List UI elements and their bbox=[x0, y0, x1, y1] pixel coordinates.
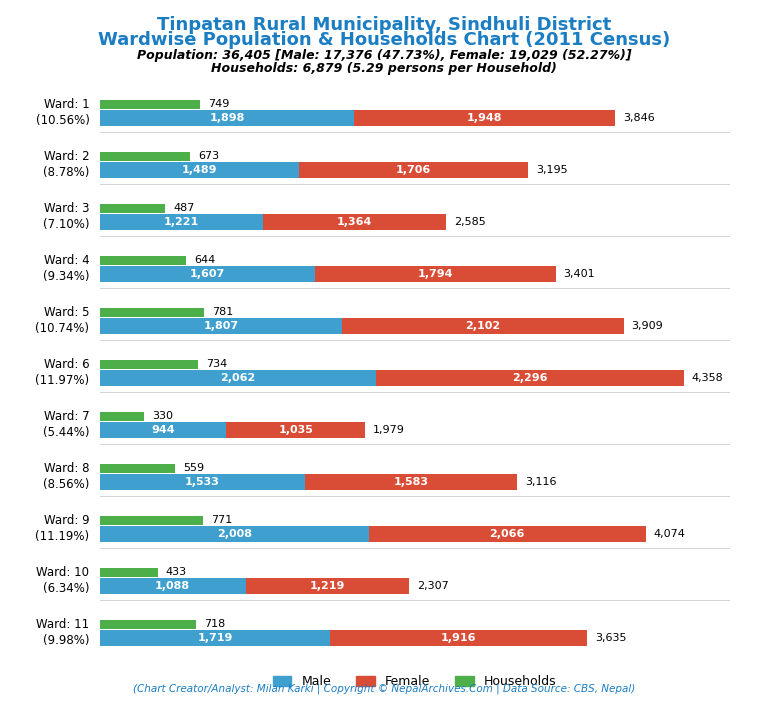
Text: 1,088: 1,088 bbox=[155, 581, 190, 591]
Text: 4,074: 4,074 bbox=[654, 529, 686, 539]
Text: 1,898: 1,898 bbox=[210, 113, 245, 123]
Bar bbox=[100, 515, 204, 525]
Text: 1,794: 1,794 bbox=[418, 269, 453, 279]
Text: 1,489: 1,489 bbox=[182, 165, 217, 175]
Text: 771: 771 bbox=[211, 515, 233, 525]
Bar bbox=[100, 152, 190, 161]
Bar bbox=[369, 526, 646, 542]
Text: Households: 6,879 (5.29 persons per Household): Households: 6,879 (5.29 persons per Hous… bbox=[211, 62, 557, 75]
Text: 330: 330 bbox=[152, 411, 173, 421]
Text: 734: 734 bbox=[207, 359, 227, 369]
Text: 1,979: 1,979 bbox=[373, 425, 405, 435]
Bar bbox=[100, 464, 175, 473]
Bar bbox=[305, 474, 518, 490]
Text: 1,583: 1,583 bbox=[394, 477, 429, 487]
Bar bbox=[100, 567, 158, 577]
Text: 1,219: 1,219 bbox=[310, 581, 345, 591]
Text: 1,719: 1,719 bbox=[197, 633, 233, 643]
Text: 1,607: 1,607 bbox=[190, 269, 225, 279]
Bar bbox=[100, 162, 300, 178]
Text: 644: 644 bbox=[194, 256, 215, 266]
Text: 1,807: 1,807 bbox=[204, 321, 238, 331]
Bar bbox=[227, 422, 365, 437]
Text: 673: 673 bbox=[198, 151, 219, 161]
Text: 487: 487 bbox=[173, 203, 194, 213]
Text: 1,221: 1,221 bbox=[164, 217, 199, 226]
Text: 2,585: 2,585 bbox=[454, 217, 486, 226]
Bar bbox=[100, 99, 200, 109]
Legend: Male, Female, Households: Male, Female, Households bbox=[268, 670, 561, 693]
Bar bbox=[100, 256, 186, 265]
Bar bbox=[246, 578, 409, 594]
Bar bbox=[315, 266, 555, 282]
Text: 781: 781 bbox=[213, 307, 233, 317]
Text: (Chart Creator/Analyst: Milan Karki | Copyright © NepalArchives.Com | Data Sourc: (Chart Creator/Analyst: Milan Karki | Co… bbox=[133, 684, 635, 694]
Text: 1,533: 1,533 bbox=[185, 477, 220, 487]
Text: Tinpatan Rural Municipality, Sindhuli District: Tinpatan Rural Municipality, Sindhuli Di… bbox=[157, 16, 611, 33]
Text: 2,307: 2,307 bbox=[417, 581, 449, 591]
Text: 3,195: 3,195 bbox=[536, 165, 568, 175]
Text: 2,296: 2,296 bbox=[512, 373, 548, 383]
Bar bbox=[100, 422, 227, 437]
Text: Wardwise Population & Households Chart (2011 Census): Wardwise Population & Households Chart (… bbox=[98, 31, 670, 49]
Bar bbox=[100, 620, 196, 629]
Text: 1,916: 1,916 bbox=[441, 633, 476, 643]
Text: 433: 433 bbox=[166, 567, 187, 577]
Bar bbox=[100, 214, 263, 229]
Text: 749: 749 bbox=[208, 99, 230, 109]
Bar bbox=[100, 526, 369, 542]
Bar bbox=[100, 370, 376, 386]
Bar bbox=[330, 630, 587, 645]
Bar bbox=[300, 162, 528, 178]
Text: 4,358: 4,358 bbox=[692, 373, 723, 383]
Text: 3,401: 3,401 bbox=[564, 269, 595, 279]
Text: 718: 718 bbox=[204, 619, 225, 629]
Bar bbox=[100, 474, 305, 490]
Bar bbox=[342, 318, 624, 334]
Bar bbox=[100, 266, 315, 282]
Bar bbox=[376, 370, 684, 386]
Text: 3,909: 3,909 bbox=[631, 321, 664, 331]
Bar bbox=[100, 318, 342, 334]
Bar bbox=[100, 578, 246, 594]
Text: 944: 944 bbox=[151, 425, 175, 435]
Bar bbox=[263, 214, 446, 229]
Bar bbox=[100, 110, 354, 126]
Text: 3,116: 3,116 bbox=[525, 477, 557, 487]
Text: 2,102: 2,102 bbox=[465, 321, 500, 331]
Text: 3,635: 3,635 bbox=[595, 633, 627, 643]
Text: 1,364: 1,364 bbox=[337, 217, 372, 226]
Bar bbox=[100, 630, 330, 645]
Text: 2,066: 2,066 bbox=[490, 529, 525, 539]
Text: 1,706: 1,706 bbox=[396, 165, 432, 175]
Bar bbox=[100, 360, 198, 369]
Text: Population: 36,405 [Male: 17,376 (47.73%), Female: 19,029 (52.27%)]: Population: 36,405 [Male: 17,376 (47.73%… bbox=[137, 49, 631, 62]
Bar bbox=[100, 204, 165, 213]
Text: 1,948: 1,948 bbox=[467, 113, 502, 123]
Bar bbox=[100, 307, 204, 317]
Text: 2,008: 2,008 bbox=[217, 529, 252, 539]
Text: 2,062: 2,062 bbox=[220, 373, 256, 383]
Bar bbox=[354, 110, 615, 126]
Text: 1,035: 1,035 bbox=[278, 425, 313, 435]
Text: 559: 559 bbox=[183, 464, 204, 474]
Bar bbox=[100, 412, 144, 421]
Text: 3,846: 3,846 bbox=[623, 113, 655, 123]
